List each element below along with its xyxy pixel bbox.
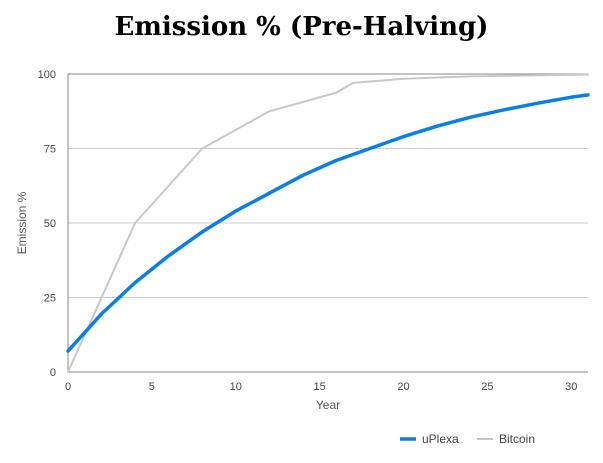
series-lines (66, 73, 590, 373)
x-tick-label: 30 (565, 381, 577, 393)
x-tick-label: 0 (65, 381, 71, 393)
x-tick-label: 25 (481, 381, 493, 393)
y-tick-label: 100 (38, 69, 56, 81)
y-tick-label: 50 (44, 218, 56, 230)
y-tick-labels: 0 25 50 75 100 (38, 69, 56, 379)
legend: uPlexa Bitcoin (400, 432, 535, 446)
y-tick-label: 75 (44, 144, 56, 156)
series-line-bitcoin (67, 73, 589, 373)
x-axis-title: Year (316, 398, 340, 412)
y-tick-label: 0 (50, 367, 56, 379)
y-tick-label: 25 (44, 293, 56, 305)
x-tick-labels: 0 5 10 15 20 25 30 (65, 381, 577, 393)
legend-label-bitcoin: Bitcoin (499, 432, 535, 446)
legend-label-uplexa: uPlexa (422, 432, 459, 446)
x-tick-label: 20 (397, 381, 409, 393)
gridlines (67, 73, 588, 373)
y-axis-title: Emission % (15, 191, 29, 254)
x-tick-label: 5 (149, 381, 155, 393)
x-tick-label: 15 (313, 381, 325, 393)
chart-title: Emission % (Pre-Halving) (114, 12, 489, 42)
x-tick-label: 10 (230, 381, 242, 393)
series-line-uplexa (66, 93, 590, 353)
